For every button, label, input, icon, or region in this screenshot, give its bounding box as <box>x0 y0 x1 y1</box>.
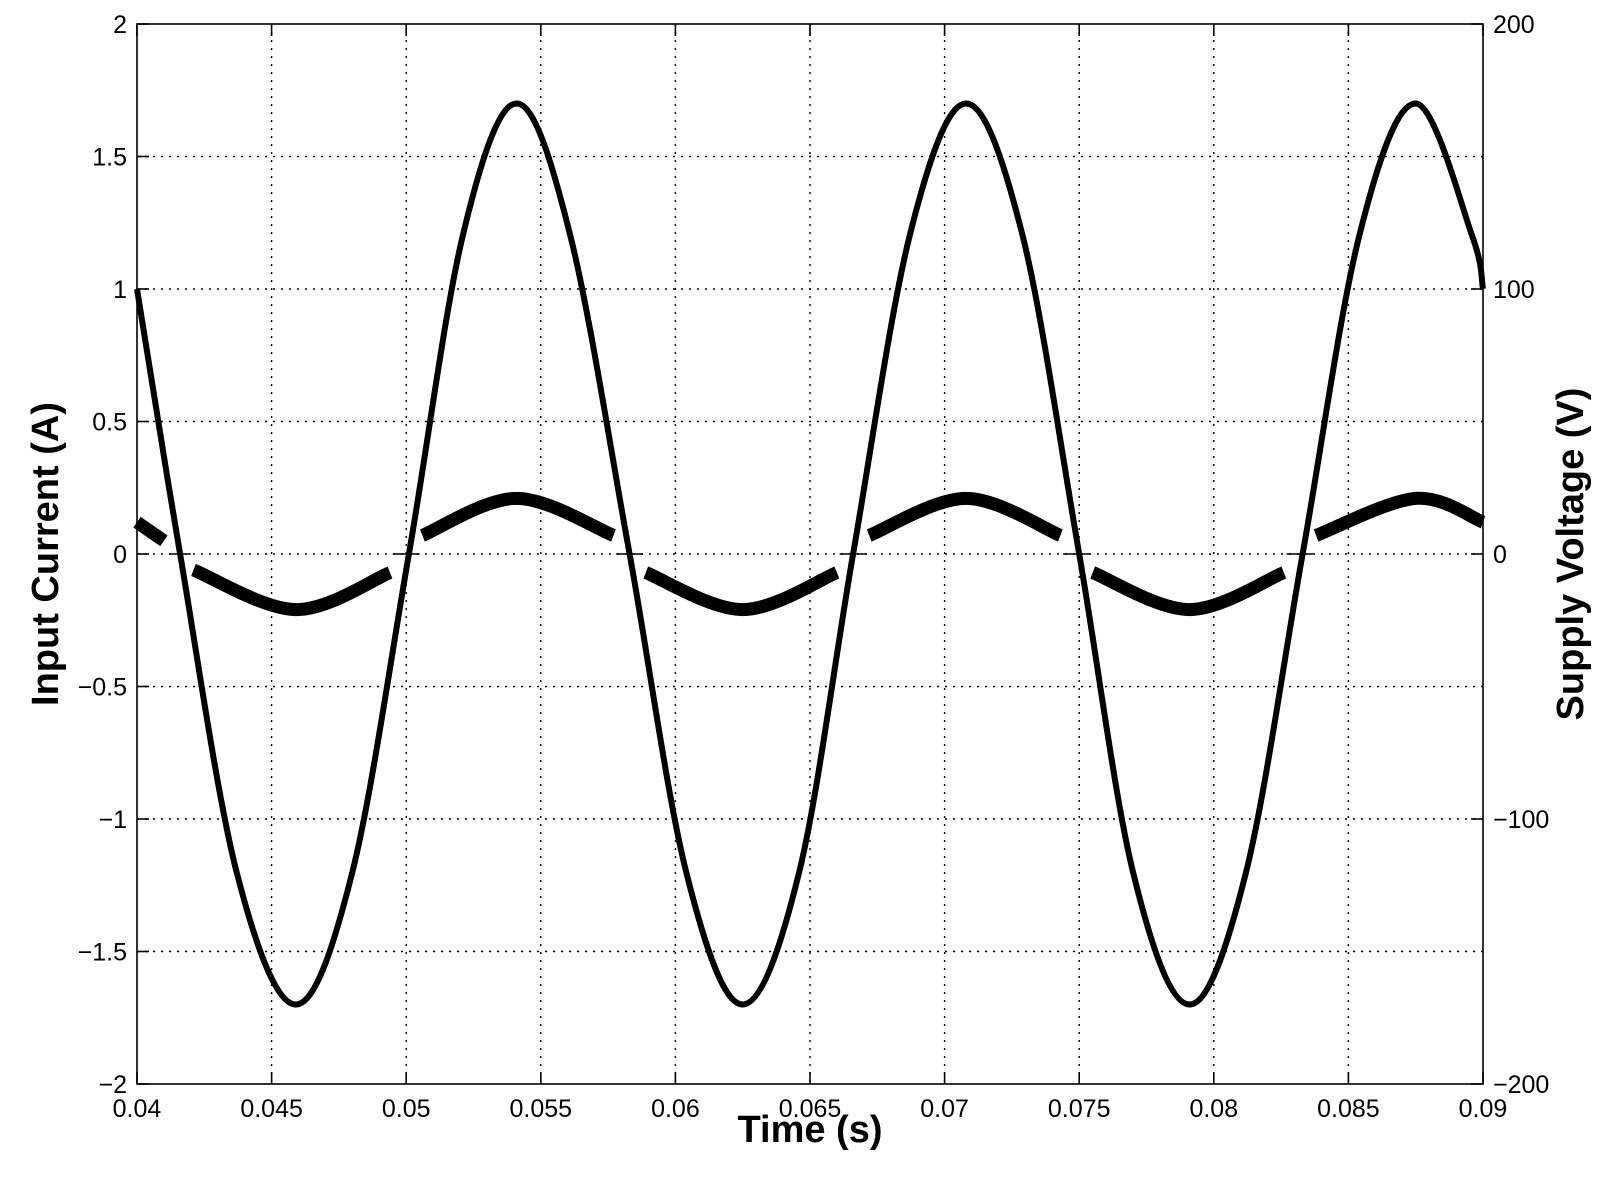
supply-voltage-line <box>134 100 1486 1008</box>
x-tick-label: 0.09 <box>1459 1095 1508 1123</box>
x-tick-label: 0.06 <box>651 1095 700 1123</box>
input-current-lobe <box>643 566 840 617</box>
left-y-tick-label: 0.5 <box>92 409 127 437</box>
input-current-lobe <box>1313 491 1486 542</box>
left-y-tick-label: −0.5 <box>78 674 127 702</box>
x-tick-label: 0.05 <box>382 1095 431 1123</box>
left-y-tick-label: 1.5 <box>92 144 127 172</box>
right-y-axis-title: Supply Voltage (V) <box>1550 388 1592 721</box>
input-current-lobe <box>190 563 393 617</box>
left-y-tick-label: −1 <box>98 806 127 834</box>
input-current-lobe <box>133 516 168 547</box>
grid <box>137 24 1483 1084</box>
right-y-tick-label: 0 <box>1493 541 1507 569</box>
x-tick-label: 0.065 <box>779 1095 842 1123</box>
left-y-tick-label: 2 <box>113 11 127 39</box>
right-y-tick-label: −100 <box>1493 806 1549 834</box>
plot-frame <box>136 23 1484 1085</box>
tick-labels: 0.04 0.045 0.05 0.055 0.06 0.065 0.07 0.075 0.08… <box>78 11 1550 1123</box>
input-current-lobe <box>419 491 617 542</box>
input-current-lobe <box>1090 566 1287 617</box>
axes-frame <box>136 23 1484 1085</box>
left-y-tick-label: 1 <box>113 276 127 304</box>
x-tick-label: 0.085 <box>1317 1095 1380 1123</box>
right-y-tick-label: 100 <box>1493 276 1535 304</box>
right-y-tick-label: 200 <box>1493 11 1535 39</box>
input-current-lobe <box>866 491 1064 542</box>
x-axis-title: Time (s) <box>737 1109 882 1151</box>
left-y-tick-label: 0 <box>113 541 127 569</box>
right-y-tick-label: −200 <box>1493 1071 1549 1099</box>
x-tick-label: 0.075 <box>1048 1095 1111 1123</box>
x-tick-label: 0.07 <box>920 1095 969 1123</box>
x-tick-label: 0.045 <box>240 1095 303 1123</box>
left-y-tick-label: −1.5 <box>78 939 127 967</box>
x-tick-label: 0.04 <box>113 1095 162 1123</box>
x-tick-label: 0.055 <box>510 1095 573 1123</box>
left-y-axis-title: Input Current (A) <box>25 402 67 706</box>
left-y-tick-label: −2 <box>98 1071 127 1099</box>
x-tick-label: 0.08 <box>1189 1095 1238 1123</box>
series-layer <box>133 100 1486 1008</box>
